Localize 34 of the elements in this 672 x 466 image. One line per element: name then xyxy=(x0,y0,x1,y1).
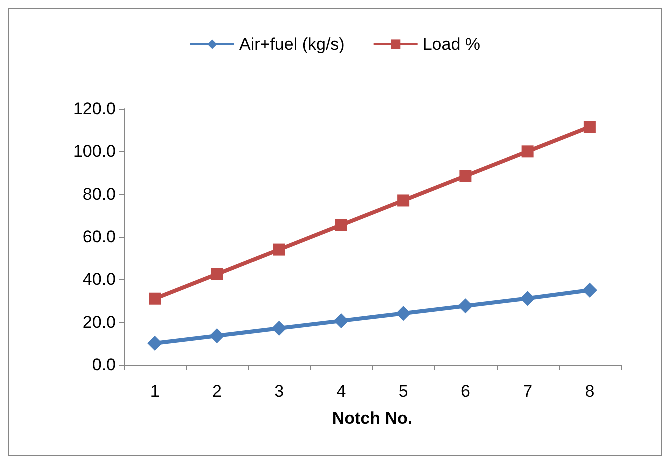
x-tick-label: 1 xyxy=(150,382,160,401)
point xyxy=(582,282,598,298)
point xyxy=(584,121,596,134)
y-tick-label: 20.0 xyxy=(82,312,116,332)
x-tick-label: 3 xyxy=(274,382,284,401)
y-tick-label: 120.0 xyxy=(73,100,116,118)
y-tick-label: 0.0 xyxy=(92,356,116,374)
point xyxy=(335,219,348,232)
x-axis-title: Notch No. xyxy=(332,409,413,428)
y-tick-label: 80.0 xyxy=(82,184,116,204)
point xyxy=(520,291,536,306)
legend-label: Load % xyxy=(422,35,481,54)
x-tick-label: 8 xyxy=(585,382,595,401)
point xyxy=(460,170,472,182)
point xyxy=(522,146,534,158)
x-tick-label: 2 xyxy=(212,382,222,401)
x-tick-label: 7 xyxy=(523,382,533,401)
point xyxy=(396,306,412,322)
point xyxy=(210,328,225,344)
point xyxy=(272,321,287,336)
x-tick-label: 4 xyxy=(336,382,346,401)
point xyxy=(148,336,163,351)
y-tick-label: 40.0 xyxy=(82,270,116,290)
y-tick-label: 100.0 xyxy=(73,142,116,162)
point xyxy=(458,298,474,314)
point xyxy=(273,244,286,256)
point xyxy=(334,314,349,329)
y-tick-label: 60.0 xyxy=(82,228,116,246)
x-tick-label: 6 xyxy=(460,382,470,401)
point xyxy=(149,292,162,305)
point xyxy=(398,194,410,207)
point xyxy=(211,268,224,280)
legend-label: Air+fuel (kg/s) xyxy=(240,35,345,54)
x-tick-label: 5 xyxy=(398,382,408,401)
